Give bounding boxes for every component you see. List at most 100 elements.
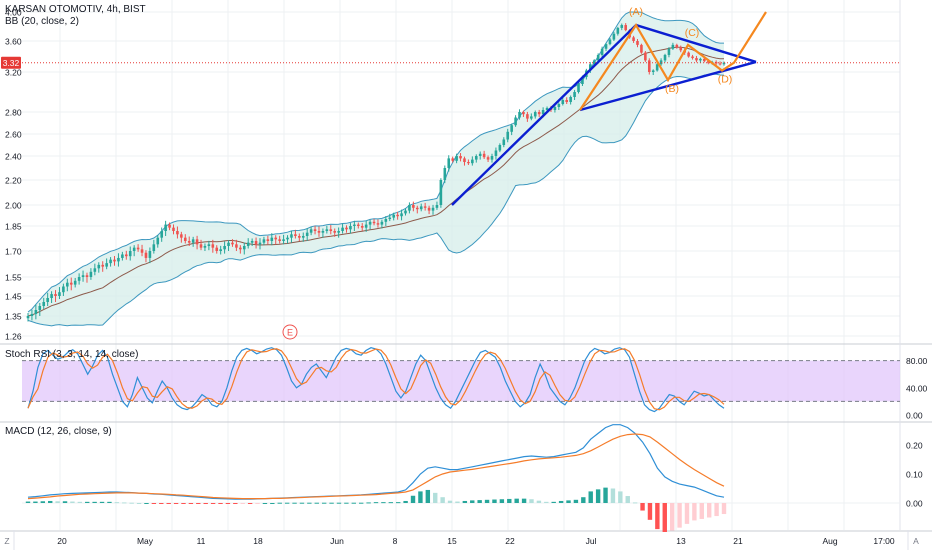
candle-body: [54, 294, 57, 296]
candle-body: [266, 239, 270, 241]
macd-bar: [588, 491, 593, 503]
candle-body: [518, 112, 521, 118]
macd-bar: [255, 503, 260, 504]
candle-body: [451, 158, 454, 161]
candle-body: [431, 207, 435, 211]
candle-body: [498, 145, 502, 151]
candle-body: [109, 259, 112, 264]
time-axis-label: 20: [57, 536, 67, 546]
candle-body: [620, 25, 624, 28]
time-axis-label: 13: [676, 536, 686, 546]
candle-body: [596, 54, 600, 61]
time-axis-label: May: [137, 536, 154, 546]
candle-body: [85, 275, 89, 277]
candle-body: [258, 242, 262, 245]
candle-body: [113, 259, 116, 262]
candle-body: [164, 224, 167, 231]
candle-body: [301, 236, 305, 238]
candle-body: [396, 214, 399, 217]
macd-bar: [714, 503, 719, 517]
time-axis-label: 18: [253, 536, 263, 546]
candle-body: [286, 237, 289, 240]
candle-body: [219, 249, 222, 251]
candle-body: [207, 244, 211, 246]
macd-bar: [329, 502, 334, 504]
candle-body: [235, 244, 238, 248]
macd-bar: [240, 503, 245, 504]
macd-bar: [455, 501, 460, 503]
macd-bar: [203, 503, 208, 504]
macd-bar: [396, 502, 401, 504]
candle-body: [687, 52, 690, 57]
macd-bar: [321, 502, 327, 504]
macd-bar: [603, 487, 608, 503]
candle-body: [427, 207, 431, 211]
candle-body: [526, 114, 529, 119]
price-axis-label: 1.35: [5, 312, 22, 322]
candle-body: [718, 63, 722, 65]
candle-body: [624, 25, 627, 31]
price-axis-label: 1.85: [5, 222, 22, 232]
macd-bar: [470, 500, 475, 503]
macd-bar: [314, 502, 319, 504]
macd-legend: MACD (12, 26, close, 9): [5, 426, 112, 438]
candle-body: [262, 239, 266, 243]
candle-body: [345, 227, 348, 230]
macd-bar: [655, 503, 660, 530]
candle-body: [199, 244, 203, 248]
macd-bar: [307, 502, 312, 504]
macd-bar: [358, 502, 364, 504]
macd-bar: [144, 503, 149, 504]
candle-body: [647, 60, 651, 72]
candle-body: [325, 229, 329, 231]
macd-bar: [632, 502, 638, 504]
candle-body: [494, 150, 498, 156]
candle-body: [128, 251, 132, 257]
candle-body: [180, 234, 183, 238]
candle-body: [616, 27, 620, 34]
candle-body: [62, 286, 65, 293]
macd-axis-label: 0.10: [906, 470, 923, 480]
candle-body: [46, 298, 49, 302]
macd-bar: [625, 496, 630, 503]
wave-lines: [579, 11, 767, 111]
macd-bar: [366, 502, 371, 504]
candle-body: [502, 139, 506, 145]
candle-body: [388, 217, 392, 219]
price-axis-label: 1.55: [5, 273, 22, 283]
macd-bar: [166, 503, 171, 504]
candle-body: [632, 37, 635, 41]
candle-body: [30, 314, 34, 316]
candle-body: [89, 271, 93, 277]
candle-body: [592, 60, 596, 65]
candle-body: [203, 246, 207, 248]
macd-axis-label: 0.20: [906, 441, 923, 451]
macd-bar: [129, 502, 134, 504]
candle-body: [557, 104, 561, 107]
candle-body: [443, 168, 447, 180]
candle-body: [600, 48, 604, 55]
candle-body: [569, 97, 572, 102]
candle-body: [604, 44, 608, 49]
price-axis-label: 1.26: [5, 332, 22, 342]
macd-bar: [499, 499, 505, 503]
macd-bar: [647, 503, 653, 520]
candle-body: [644, 52, 647, 61]
price-axis-label: 3.60: [5, 37, 22, 47]
candle-body: [305, 232, 309, 236]
candle-body: [675, 44, 679, 48]
macd-bar: [529, 499, 534, 503]
candle-body: [506, 131, 510, 140]
candle-body: [608, 39, 612, 45]
candle-body: [101, 264, 105, 267]
candle-body: [34, 310, 38, 314]
candle-body: [565, 100, 569, 102]
candle-body: [423, 206, 427, 208]
candle-body: [337, 231, 340, 233]
candle-body: [121, 254, 124, 258]
macd-bar: [440, 497, 445, 503]
macd-bar: [381, 502, 386, 504]
macd-bar: [344, 502, 349, 504]
triangle-lower-line: [579, 60, 757, 112]
